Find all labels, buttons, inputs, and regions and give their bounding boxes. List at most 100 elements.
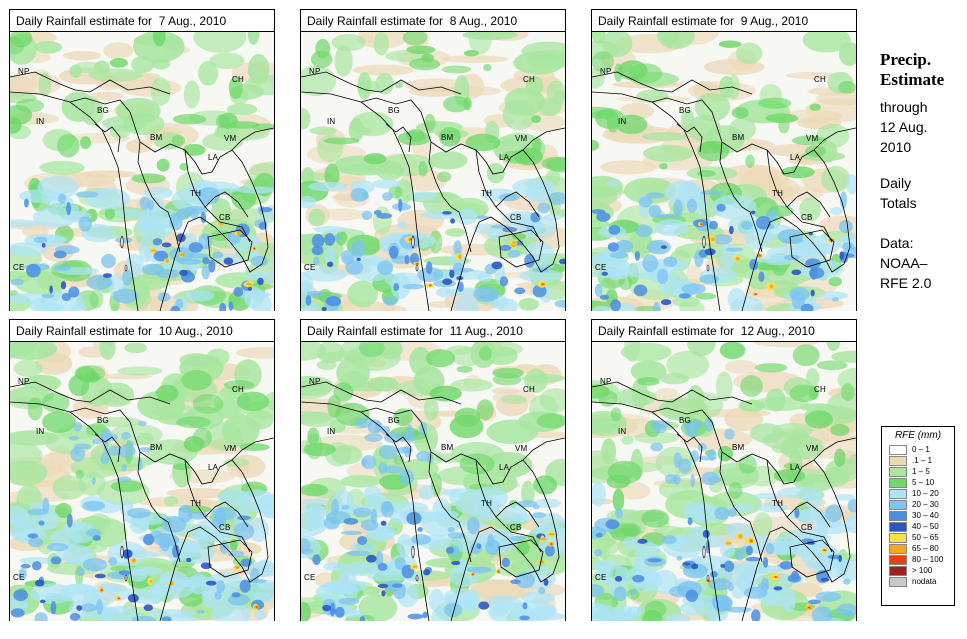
legend-entry: > 100 <box>889 565 954 576</box>
country-label-la: LA <box>790 153 801 162</box>
country-label-ce: CE <box>13 263 25 272</box>
legend-entry: 5 – 10 <box>889 477 954 488</box>
country-label-in: IN <box>327 427 336 436</box>
legend-entry: 50 – 65 <box>889 532 954 543</box>
country-label-bg: BG <box>679 106 691 115</box>
legend-swatch <box>889 510 907 521</box>
country-label-bg: BG <box>97 416 109 425</box>
panel-title: Daily Rainfall estimate for 8 Aug., 2010 <box>301 10 518 32</box>
panel-title: Daily Rainfall estimate for 9 Aug., 2010 <box>592 10 809 32</box>
country-label-ce: CE <box>304 263 316 272</box>
title-line-2: Estimate <box>880 70 945 89</box>
legend-swatch <box>889 477 907 488</box>
legend-entry: .1 – 1 <box>889 455 954 466</box>
country-label-cb: CB <box>510 213 522 222</box>
rfe-legend: RFE (mm) 0 – 1 .1 – 1 1 – 5 5 – 10 10 – 20 20… <box>881 426 955 606</box>
legend-entry: 20 – 30 <box>889 499 954 510</box>
country-label-ce: CE <box>595 263 607 272</box>
country-label-th: TH <box>481 189 493 198</box>
country-label-vm: VM <box>515 444 528 453</box>
legend-swatch <box>889 565 907 576</box>
totals-label: Totals <box>880 195 917 211</box>
legend-entry: 1 – 5 <box>889 466 954 477</box>
legend-label: 65 – 80 <box>912 544 939 553</box>
legend-label: 20 – 30 <box>912 500 939 509</box>
country-label-bm: BM <box>732 443 745 452</box>
legend-label: > 100 <box>912 566 933 575</box>
legend-entry: 0 – 1 <box>889 444 954 455</box>
panel-title: Daily Rainfall estimate for 7 Aug., 2010 <box>10 10 227 32</box>
date-line-1: 12 Aug. <box>880 119 928 135</box>
legend-swatch <box>889 521 907 532</box>
country-label-in: IN <box>618 117 627 126</box>
legend-label: 50 – 65 <box>912 533 939 542</box>
country-label-la: LA <box>208 153 219 162</box>
data-label: Data: <box>880 235 914 251</box>
country-label-th: TH <box>190 189 202 198</box>
legend-entry: 80 – 100 <box>889 554 954 565</box>
country-label-la: LA <box>208 463 219 472</box>
rainfall-map: NP CH BG IN BM VM LA TH CB CE <box>592 341 856 621</box>
country-label-in: IN <box>327 117 336 126</box>
legend-entry: 40 – 50 <box>889 521 954 532</box>
country-label-th: TH <box>772 499 784 508</box>
legend-label: 40 – 50 <box>912 522 939 531</box>
rainfall-map: NP CH BG IN BM VM LA TH CB CE <box>301 31 565 311</box>
rainfall-map-panel: Daily Rainfall estimate for 8 Aug., 2010… <box>300 9 566 311</box>
source-line-1: NOAA– <box>880 255 928 271</box>
country-label-la: LA <box>790 463 801 472</box>
legend-swatch <box>889 455 907 466</box>
country-label-vm: VM <box>224 444 237 453</box>
legend-title: RFE (mm) <box>894 430 942 441</box>
legend-entry: 65 – 80 <box>889 543 954 554</box>
country-label-cb: CB <box>219 213 231 222</box>
country-label-in: IN <box>618 427 627 436</box>
country-label-th: TH <box>481 499 493 508</box>
legend-label: 10 – 20 <box>912 489 939 498</box>
legend-swatch <box>889 499 907 510</box>
country-label-bg: BG <box>97 106 109 115</box>
legend-label: 30 – 40 <box>912 511 939 520</box>
country-label-bg: BG <box>679 416 691 425</box>
legend-swatch <box>889 444 907 455</box>
country-label-bg: BG <box>388 106 400 115</box>
legend-entry: nodata <box>889 576 954 587</box>
country-label-in: IN <box>36 117 45 126</box>
country-label-ch: CH <box>232 75 244 84</box>
source-line-2: RFE 2.0 <box>880 275 932 291</box>
rainfall-map-panel: Daily Rainfall estimate for 12 Aug., 201… <box>591 319 857 621</box>
legend-swatch <box>889 466 907 477</box>
country-label-ch: CH <box>814 75 826 84</box>
legend-label: 5 – 10 <box>912 478 935 487</box>
country-label-vm: VM <box>806 134 819 143</box>
rainfall-map-panel: Daily Rainfall estimate for 10 Aug., 201… <box>9 319 275 621</box>
rainfall-map: NP CH BG IN BM VM LA TH CB CE <box>592 31 856 311</box>
country-label-ch: CH <box>232 385 244 394</box>
country-label-vm: VM <box>224 134 237 143</box>
title-line-1: Precip. <box>880 50 932 69</box>
legend-label: 1 – 5 <box>912 467 930 476</box>
country-label-np: NP <box>309 377 321 386</box>
country-label-np: NP <box>309 67 321 76</box>
rainfall-map: NP CH BG IN BM VM LA TH CB CE <box>10 341 274 621</box>
country-label-bm: BM <box>441 133 454 142</box>
country-label-vm: VM <box>515 134 528 143</box>
country-label-in: IN <box>36 427 45 436</box>
country-label-cb: CB <box>801 523 813 532</box>
country-label-bm: BM <box>732 133 745 142</box>
legend-swatch <box>889 532 907 543</box>
country-label-bm: BM <box>150 133 163 142</box>
legend-swatch <box>889 554 907 565</box>
panel-title: Daily Rainfall estimate for 10 Aug., 201… <box>10 320 233 342</box>
country-label-np: NP <box>600 67 612 76</box>
country-label-ch: CH <box>814 385 826 394</box>
country-label-th: TH <box>190 499 202 508</box>
legend-label: 80 – 100 <box>912 555 944 564</box>
country-label-ch: CH <box>523 385 535 394</box>
panel-title: Daily Rainfall estimate for 12 Aug., 201… <box>592 320 815 342</box>
daily-label: Daily <box>880 175 912 191</box>
country-label-np: NP <box>18 377 30 386</box>
country-label-bm: BM <box>441 443 454 452</box>
legend-entry: 30 – 40 <box>889 510 954 521</box>
country-label-cb: CB <box>801 213 813 222</box>
